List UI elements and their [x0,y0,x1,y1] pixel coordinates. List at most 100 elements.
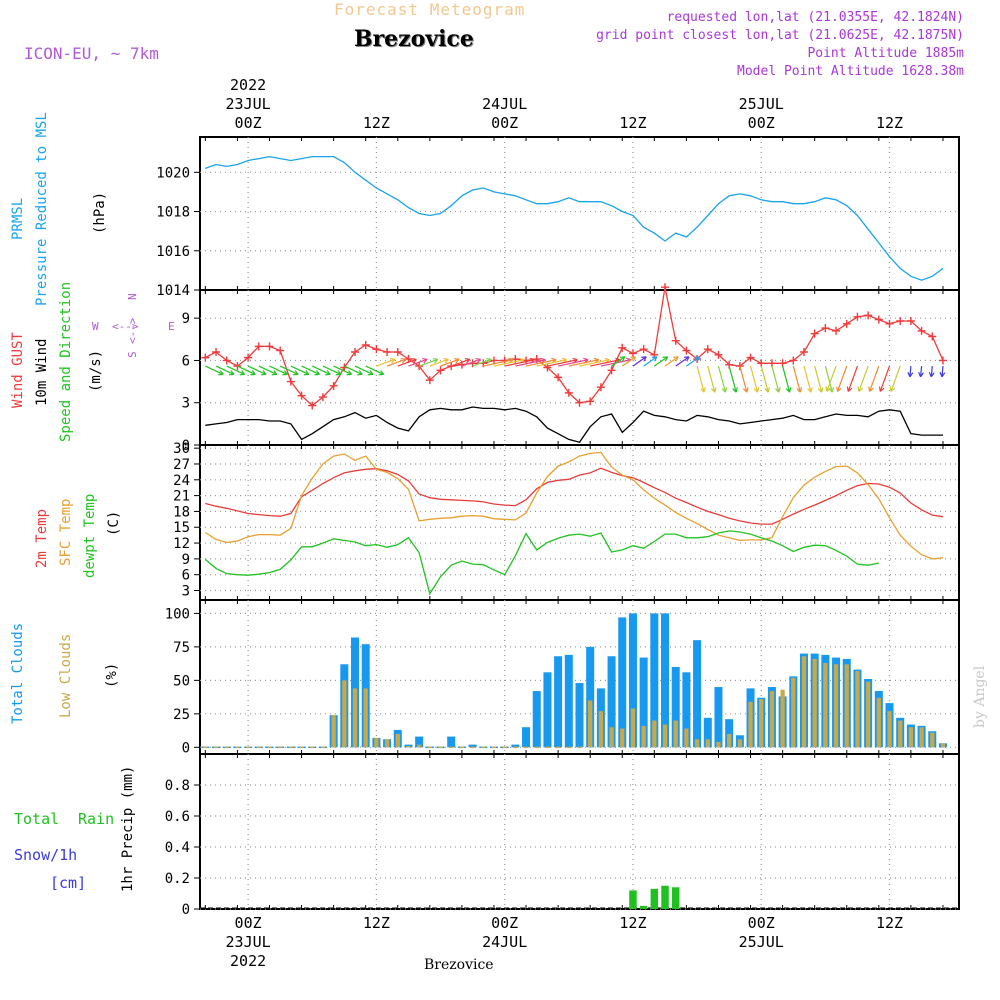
y-tick-label: 0.8 [165,778,190,794]
gust-point [810,329,819,338]
bar-low-clouds [823,662,828,748]
wind-arrow-head [346,370,353,376]
y-tick-label: 0 [182,740,190,756]
wind-arrow [451,358,471,367]
bar-total-rain [671,887,680,909]
wind-arrow [728,365,737,393]
bar-low-clouds [930,732,935,748]
panel-3: 0 25 50 75 100 [165,599,960,756]
top-time-axis-label: 12Z [363,114,390,132]
wind-arrow-head [454,357,460,364]
location-title: Brezovice [354,26,474,52]
y-tick-label: 27 [173,457,190,473]
wind-arrow [611,356,626,367]
wind-arrow-head [683,356,690,362]
y-tick-label: 0 [182,902,190,918]
gust-point [201,353,210,362]
bar-low-clouds [812,658,817,748]
wind-arrow [686,356,701,367]
y-tick-label: 100 [165,606,190,622]
wind-arrow-head [662,356,669,362]
compass-v-arrow: <--> [126,317,139,344]
gust-point [254,342,263,351]
bar-low-clouds [801,656,807,748]
y-tick-label: 50 [173,673,190,689]
wind-arrow [290,365,310,376]
bar-low-clouds [662,724,668,748]
wind-arrow [675,356,690,367]
bar-low-clouds [748,701,753,748]
wind-arrow [643,356,658,367]
bar-total-clouds [575,683,584,748]
gust-point [489,356,498,365]
bottom-time-axis-label: 00Z [748,914,775,932]
wind-arrow [653,356,668,367]
wind-arrow-head [400,357,407,364]
wind-arrow-head [378,370,385,376]
snow-unit-label: [cm] [50,874,87,892]
wind-arrow [557,359,589,367]
gust-point [628,349,637,358]
wind-arrow-head [764,387,770,393]
gust-point [832,326,841,335]
wind-arrow [525,359,557,367]
gust-point [575,398,584,407]
wind-arrow-head [475,357,481,364]
series-line-wind-gust [204,287,944,407]
gust-point [564,388,573,397]
wind-arrow [365,365,384,376]
wind-arrow-head [486,357,492,364]
wind-arrow [771,365,780,393]
wind-arrow-head [367,370,374,376]
wind-arrow [247,365,267,376]
top-time-axis-label: 23JUL [226,95,271,113]
series-line-dewpt-temp [204,530,879,596]
wind-arrow [322,365,342,376]
wind-arrow [461,358,481,367]
gust-point [778,359,787,368]
wind-arrow [621,356,636,367]
gust-point [308,401,317,410]
grid-point-coords: grid point closest lon,lat (21.0625E, 42… [596,28,964,43]
wind-arrow-head [857,386,864,392]
bar-low-clouds [331,715,336,748]
bar-low-clouds [844,664,849,748]
bar-low-clouds [940,743,946,748]
gust-point [789,356,798,365]
bottom-time-axis-label: 23JUL [226,933,271,951]
snow-label: Snow/1h [14,846,78,864]
y-tick-label: 12 [173,536,190,552]
top-time-axis-label: 12Z [876,114,903,132]
gust-point [618,343,627,352]
wind-arrow-head [817,387,824,393]
bar-low-clouds [716,741,721,748]
top-time-axis-label: 24JUL [482,95,527,113]
bar-total-clouds [725,719,734,748]
wind-arrow-head [411,357,417,364]
gust-point [436,366,445,375]
gust-point [383,348,392,356]
bar-total-clouds [703,717,712,748]
wind-arrow-head [325,370,331,376]
wind-arrow [930,366,933,377]
wind-arrow [269,365,288,376]
bottom-time-axis-label: 00Z [491,914,518,932]
bar-total-clouds [650,613,659,748]
bar-low-clouds [769,691,775,748]
wind-arrow-head [239,370,246,376]
bar-low-clouds [759,699,764,748]
wind-arrow [205,365,224,376]
gust-point [447,362,456,371]
top-time-axis-label: 00Z [491,114,518,132]
bottom-time-axis-label: 12Z [619,914,646,932]
wind-arrow [493,359,525,367]
wind-arrow [568,359,599,367]
bottom-time-axis-label: 00Z [235,914,262,932]
wind-arrow-head [651,356,658,362]
wind-arrow [418,358,438,367]
gust-point [799,348,808,356]
top-time-axis-label: 00Z [748,114,775,132]
wind-arrow [792,365,801,393]
gust-point [671,336,680,345]
